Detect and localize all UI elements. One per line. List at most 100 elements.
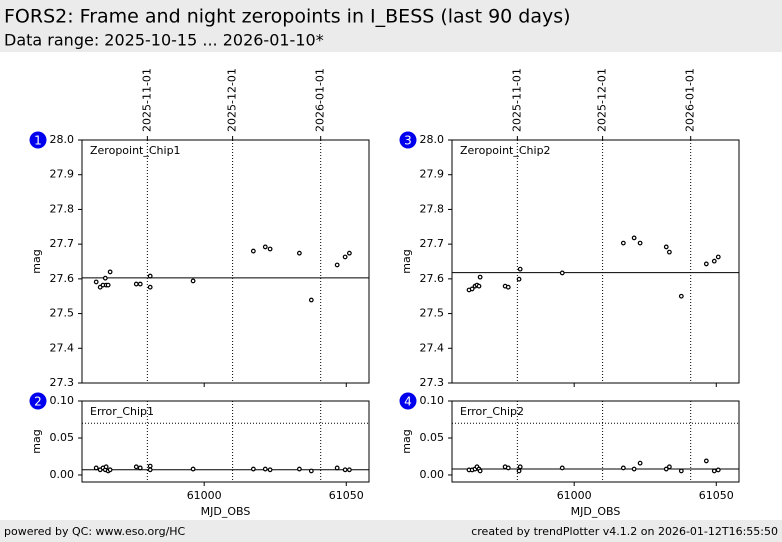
- y-tick-label: 28.0: [50, 133, 75, 146]
- date-tick-label: 2025-11-01: [510, 68, 523, 132]
- data-point: [477, 274, 483, 280]
- footer-left: powered by QC: www.eso.org/HC: [4, 525, 186, 538]
- data-point: [637, 460, 643, 466]
- data-point: [678, 468, 684, 474]
- panel-number: 2: [34, 395, 42, 409]
- y-tick-label: 0.05: [50, 431, 75, 444]
- data-point: [469, 286, 475, 292]
- series-label: Error_Chip2: [460, 405, 524, 418]
- y-tick-label: 27.7: [50, 237, 75, 250]
- data-point: [663, 466, 669, 472]
- series-label: Zeropoint_Chip2: [460, 144, 551, 157]
- data-point: [267, 246, 273, 252]
- data-point: [296, 466, 302, 472]
- data-point: [262, 244, 268, 250]
- date-tick-label: 2026-01-01: [314, 68, 327, 132]
- header-band: [0, 0, 782, 52]
- x-tick-label: 61050: [329, 489, 364, 502]
- data-point: [137, 465, 143, 471]
- y-axis-label: mag: [30, 429, 43, 453]
- panel-badge: [399, 392, 417, 410]
- data-point: [678, 293, 684, 299]
- data-point: [663, 244, 669, 250]
- data-point: [93, 279, 99, 285]
- data-point: [147, 467, 153, 473]
- data-point: [147, 273, 153, 279]
- data-point: [137, 281, 143, 287]
- data-point: [666, 249, 672, 255]
- data-point: [637, 240, 643, 246]
- data-point: [711, 468, 717, 474]
- plot-area: [81, 400, 370, 483]
- y-tick-label: 0.10: [420, 394, 445, 407]
- y-tick-label: 27.5: [50, 307, 75, 320]
- data-point: [715, 254, 721, 260]
- data-point: [103, 464, 109, 470]
- data-point: [703, 261, 709, 267]
- data-point: [133, 281, 139, 287]
- y-tick-label: 27.8: [420, 202, 445, 215]
- title: FORS2: Frame and night zeropoints in I_B…: [4, 6, 571, 28]
- panel-number: 3: [404, 134, 412, 148]
- x-tick-label: 61000: [557, 489, 592, 502]
- y-tick-label: 27.9: [50, 168, 75, 181]
- data-point: [703, 458, 709, 464]
- y-tick-label: 27.3: [50, 376, 75, 389]
- date-tick-label: 2026-01-01: [684, 68, 697, 132]
- panel-number: 1: [34, 134, 42, 148]
- data-point: [308, 297, 314, 303]
- y-tick-label: 27.6: [50, 272, 75, 285]
- x-axis-label: MJD_OBS: [201, 505, 251, 518]
- data-point: [334, 262, 340, 268]
- y-tick-label: 27.9: [420, 168, 445, 181]
- footer-band: [0, 520, 782, 542]
- series-label: Error_Chip1: [90, 405, 154, 418]
- data-point: [517, 266, 523, 272]
- data-point: [476, 283, 482, 289]
- data-point: [250, 248, 256, 254]
- panel-badge: [29, 131, 47, 149]
- y-tick-label: 0.10: [50, 394, 75, 407]
- y-tick-label: 0.00: [50, 468, 75, 481]
- date-tick-label: 2025-11-01: [140, 68, 153, 132]
- y-tick-label: 27.3: [420, 376, 445, 389]
- panel-number: 4: [404, 395, 412, 409]
- data-point: [267, 467, 273, 473]
- data-point: [666, 464, 672, 470]
- x-tick-label: 61050: [699, 489, 734, 502]
- data-point: [133, 464, 139, 470]
- data-point: [107, 269, 113, 275]
- y-tick-label: 0.00: [420, 468, 445, 481]
- data-point: [620, 240, 626, 246]
- data-point: [505, 465, 511, 471]
- data-point: [93, 465, 99, 471]
- y-tick-label: 27.5: [420, 307, 445, 320]
- subtitle: Data range: 2025-10-15 ... 2026-01-10*: [4, 31, 324, 50]
- data-point: [342, 467, 348, 473]
- data-point: [477, 468, 483, 474]
- data-point: [559, 270, 565, 276]
- data-point: [107, 467, 113, 473]
- data-point: [102, 275, 108, 281]
- data-point: [147, 463, 153, 469]
- y-tick-label: 27.8: [50, 202, 75, 215]
- y-tick-label: 27.7: [420, 237, 445, 250]
- series-label: Zeropoint_Chip1: [90, 144, 181, 157]
- data-point: [346, 467, 352, 473]
- data-point: [342, 254, 348, 260]
- data-point: [559, 465, 565, 471]
- data-point: [631, 235, 637, 241]
- plot-area: [451, 400, 740, 483]
- data-point: [334, 465, 340, 471]
- x-axis-label: MJD_OBS: [571, 505, 621, 518]
- data-point: [516, 468, 522, 474]
- panel-badge: [399, 131, 417, 149]
- date-tick-label: 2025-12-01: [596, 68, 609, 132]
- data-point: [711, 258, 717, 264]
- y-tick-label: 27.6: [420, 272, 445, 285]
- data-point: [190, 466, 196, 472]
- y-tick-label: 0.05: [420, 431, 445, 444]
- data-point: [516, 276, 522, 282]
- data-point: [517, 464, 523, 470]
